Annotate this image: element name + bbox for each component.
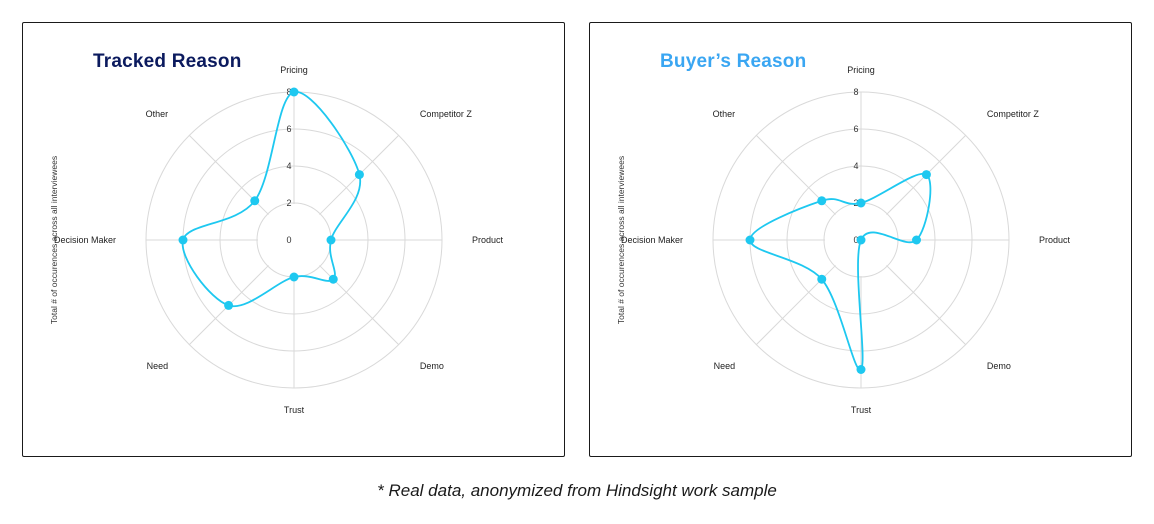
series-point [856,235,866,245]
category-label: Decision Maker [621,235,683,245]
series-point [856,198,866,208]
category-label: Product [472,235,504,245]
category-label: Product [1039,235,1071,245]
y-axis-label: Total # of occurences across all intervi… [616,156,626,324]
series-point [817,274,827,284]
category-label: Other [713,109,736,119]
category-label: Demo [420,361,444,371]
tracked-reason-radar-chart: 0 2 4 6 8 Pricing Competitor Z Product Demo Trust… [49,65,504,415]
category-label: Demo [987,361,1011,371]
category-label: Competitor Z [420,109,473,119]
series-point [224,300,234,310]
grid-spoke [886,265,967,346]
category-label: Need [714,361,736,371]
category-label: Competitor Z [987,109,1040,119]
category-label: Decision Maker [54,235,116,245]
radial-tick-label: 6 [853,124,858,134]
series-point [289,272,299,282]
category-label: Trust [284,405,305,415]
radial-tick-label: 8 [853,87,858,97]
tracked-reason-panel: Tracked Reason 0 2 4 6 8 Pricing Competitor Z P… [22,22,565,457]
series-point [326,235,336,245]
tracked-reason-title: Tracked Reason [93,51,242,72]
series-point [912,235,921,245]
series-point [354,170,364,180]
radial-tick-label: 2 [286,198,291,208]
series-line [181,91,362,308]
series-point [250,196,260,206]
series-point [745,235,755,245]
series-point [328,274,338,284]
radial-tick-label: 6 [286,124,291,134]
buyers-reason-title: Buyer’s Reason [660,51,807,72]
radial-tick-label: 0 [853,235,858,245]
series-line [749,172,932,371]
radial-tick-label: 0 [286,235,291,245]
category-label: Pricing [847,65,875,75]
series-point [289,87,299,97]
category-label: Need [147,361,169,371]
series-point [817,196,827,206]
series-point [921,170,931,180]
radial-tick-label: 4 [286,161,291,171]
category-label: Trust [851,405,872,415]
category-label: Pricing [280,65,308,75]
radial-tick-label: 8 [286,87,291,97]
series-point [856,365,866,374]
radial-tick-label: 4 [853,161,858,171]
category-label: Other [146,109,169,119]
footnote: * Real data, anonymized from Hindsight w… [377,481,777,500]
series-point [178,235,188,245]
y-axis-label: Total # of occurences across all intervi… [49,156,59,324]
